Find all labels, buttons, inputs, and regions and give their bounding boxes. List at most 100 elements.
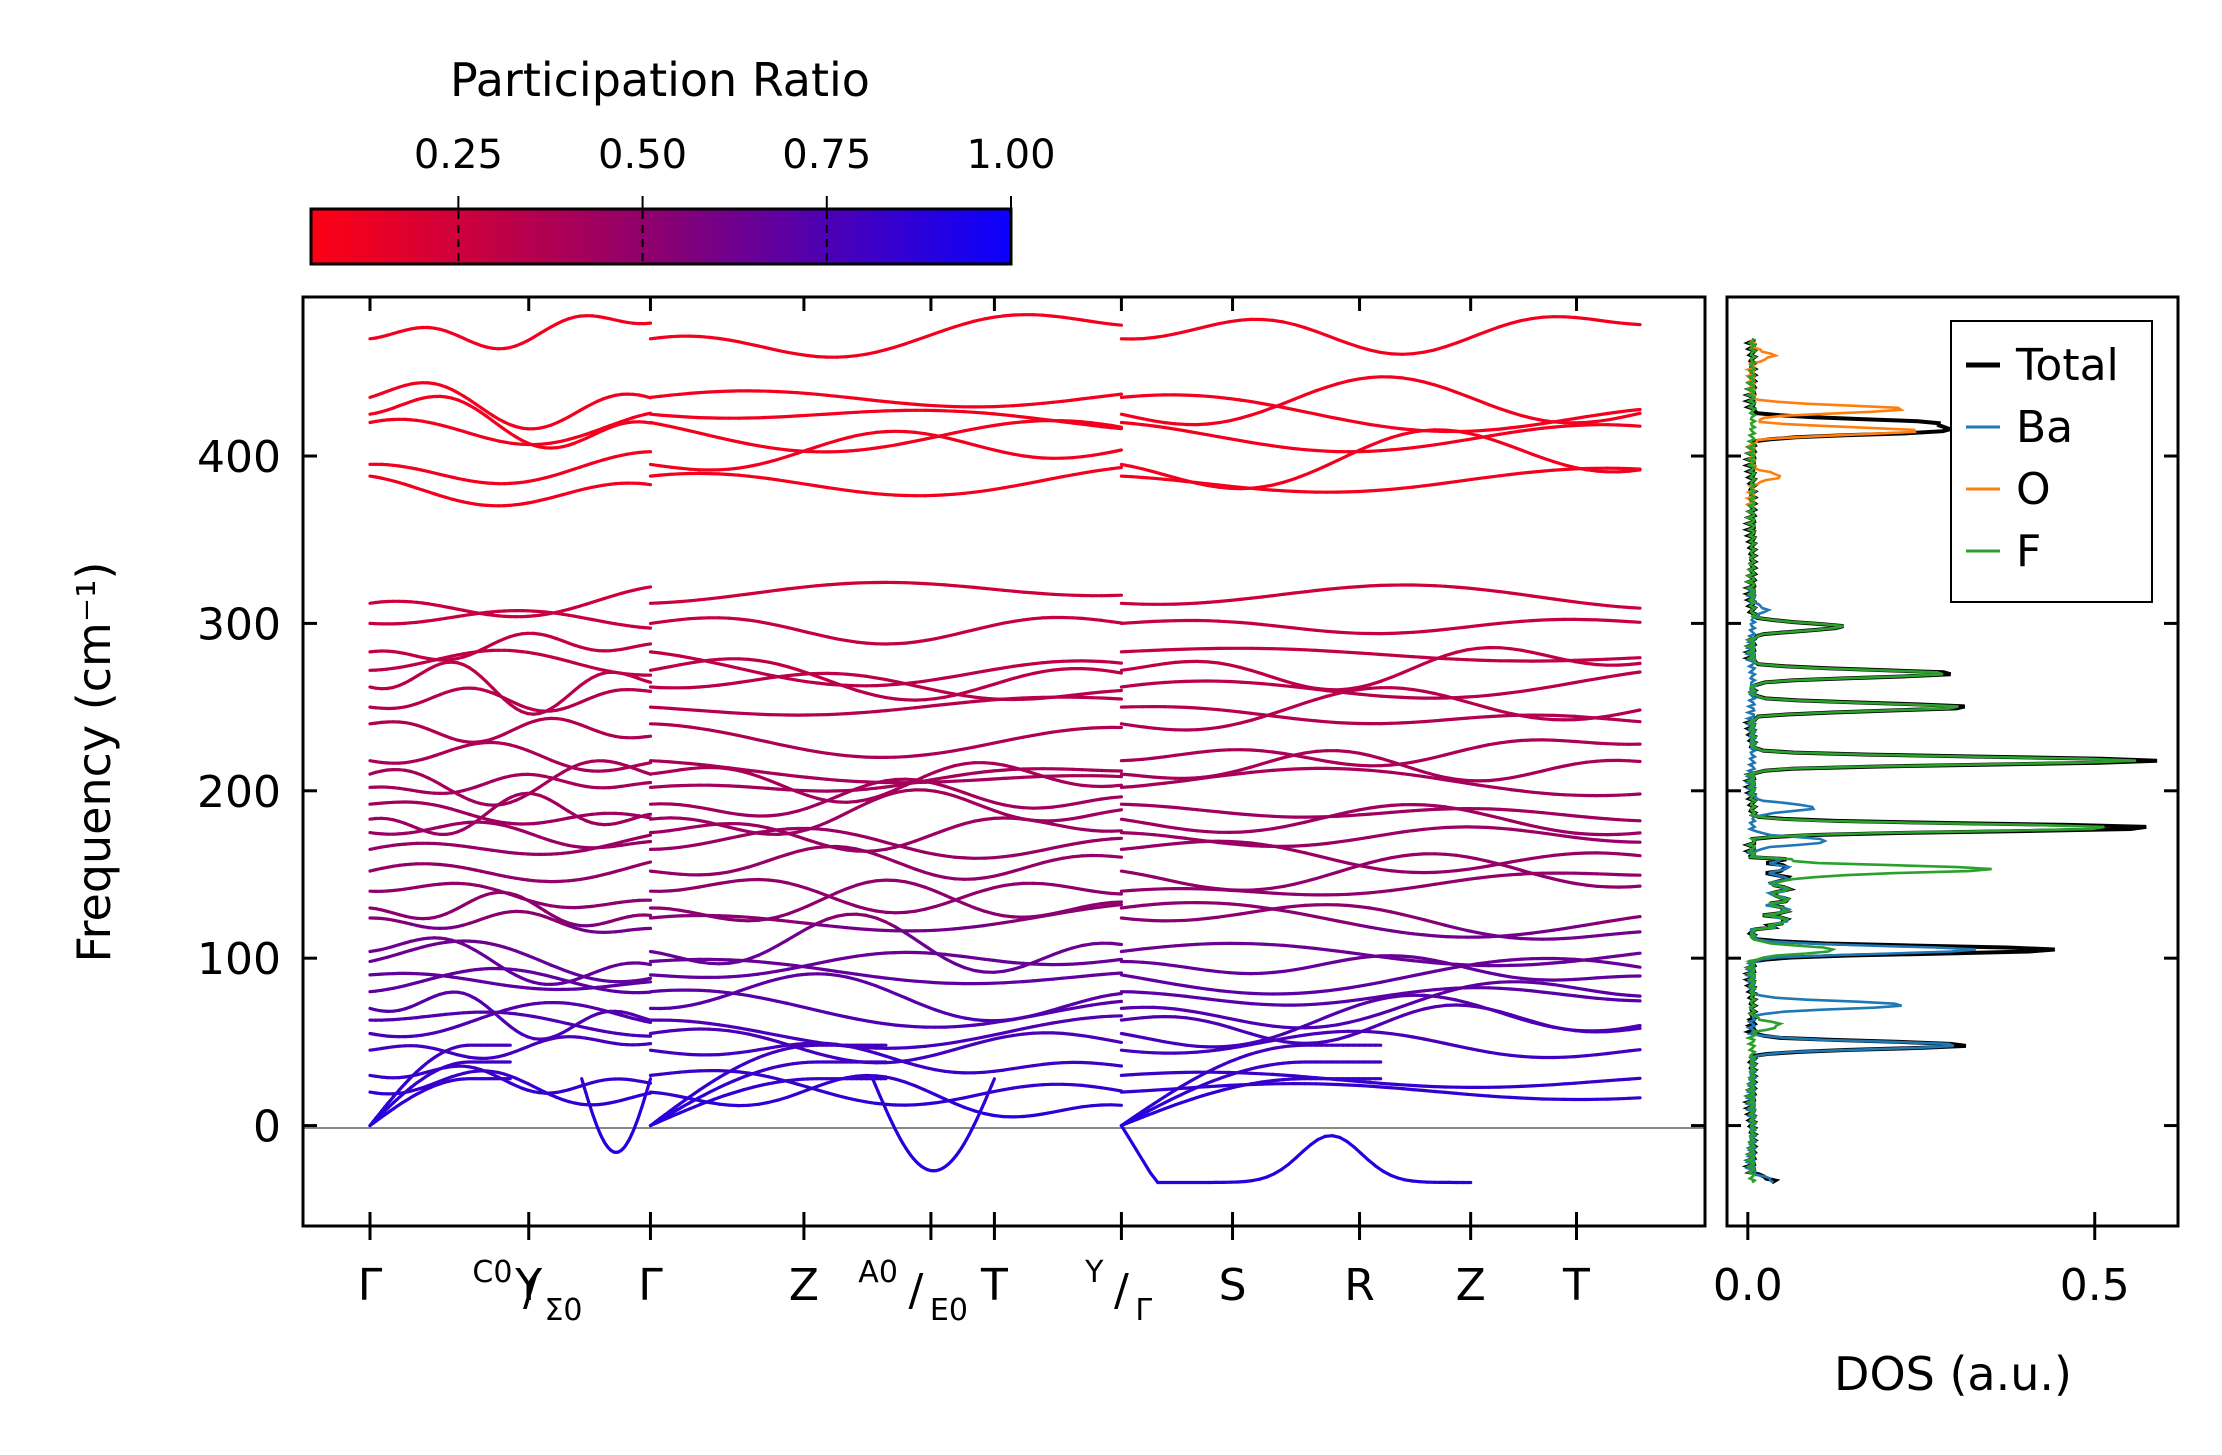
band-line (737, 440, 751, 446)
band-line (1141, 756, 1156, 761)
band-line (1195, 996, 1210, 1001)
band-line (1584, 759, 1599, 764)
band-line (776, 975, 790, 981)
band-line (1217, 485, 1232, 490)
band-line (1303, 990, 1318, 995)
band-line (1605, 839, 1621, 844)
band-line (1260, 814, 1275, 818)
band-line (992, 486, 1006, 491)
band-line (854, 352, 868, 358)
band-line (1060, 1031, 1075, 1037)
band-line (982, 586, 996, 591)
band-line (1041, 660, 1055, 665)
band-line (1562, 830, 1577, 835)
band-line (642, 976, 653, 982)
band-line (845, 1096, 859, 1102)
band-line (933, 789, 947, 795)
band-line (642, 678, 653, 684)
band-line (1141, 423, 1156, 428)
band-line (1152, 419, 1167, 425)
band-line (1530, 855, 1545, 861)
band-line (1162, 421, 1178, 426)
band-line (1141, 1035, 1156, 1042)
band-line (1605, 997, 1621, 1002)
band-line (805, 680, 819, 685)
band-line (962, 1042, 976, 1049)
band-line (1357, 1000, 1372, 1007)
band-line (1433, 961, 1448, 966)
band-line (1109, 322, 1124, 327)
band-line (1031, 313, 1045, 317)
band-line (1051, 694, 1065, 699)
band-line (1292, 590, 1307, 595)
colorbar-tick-label: 0.50 (598, 132, 687, 178)
band-line (1584, 317, 1599, 322)
band-line (737, 733, 751, 740)
band-line (1433, 852, 1448, 856)
band-line (1002, 737, 1016, 743)
band-line (642, 734, 653, 739)
band-line (1281, 625, 1296, 630)
band-line (845, 779, 859, 784)
band-line (1551, 418, 1567, 424)
band-line (1357, 584, 1372, 589)
band-line (707, 989, 721, 994)
band-line (737, 711, 751, 716)
band-line (1368, 583, 1383, 588)
band-line (795, 678, 810, 684)
band-line (1411, 808, 1426, 813)
band-line (943, 325, 957, 332)
band-line (1260, 401, 1275, 407)
band-line (1173, 964, 1188, 969)
band-line (1476, 434, 1491, 440)
band-line (1476, 1048, 1491, 1054)
band-line (1090, 394, 1104, 400)
band-line (1260, 886, 1275, 892)
band-line (766, 771, 780, 776)
band-line (1070, 943, 1084, 950)
band-line (1530, 315, 1545, 321)
band-line (1627, 423, 1642, 428)
band-line (1584, 832, 1599, 837)
band-line (1530, 618, 1545, 623)
band-line (923, 850, 937, 856)
band-line (1400, 695, 1415, 700)
band-line (894, 697, 908, 702)
band-line (1487, 874, 1502, 879)
band-line (1379, 955, 1394, 960)
band-line (884, 777, 898, 783)
band-line (933, 493, 947, 497)
band-line (1011, 589, 1025, 594)
band-line (1195, 1044, 1210, 1049)
band-line (737, 1070, 751, 1075)
band-line (1238, 1028, 1253, 1036)
band-line (786, 963, 800, 968)
band-line (1465, 624, 1480, 629)
band-line (1595, 1051, 1610, 1057)
band-line (903, 996, 918, 1004)
band-line (1476, 875, 1491, 880)
band-line (1119, 649, 1134, 654)
band-line (697, 1020, 711, 1026)
band-line (648, 394, 662, 399)
band-line (658, 828, 672, 834)
band-line (766, 457, 780, 464)
band-line (1100, 1000, 1114, 1006)
band-line (1119, 412, 1134, 419)
band-line (1070, 397, 1084, 402)
band-line (1443, 650, 1458, 658)
band-line (1119, 420, 1134, 426)
band-line (1519, 1054, 1534, 1059)
band-line (933, 781, 947, 788)
band-line (1021, 1083, 1035, 1089)
band-line (903, 839, 918, 846)
band-line (1271, 444, 1286, 449)
band-line (717, 657, 731, 661)
band-line (815, 796, 829, 803)
band-line (1379, 978, 1394, 984)
band-line (1605, 932, 1621, 937)
band-line (756, 979, 770, 987)
band-line (962, 1105, 976, 1113)
band-line (727, 710, 741, 715)
band-line (1227, 768, 1242, 775)
